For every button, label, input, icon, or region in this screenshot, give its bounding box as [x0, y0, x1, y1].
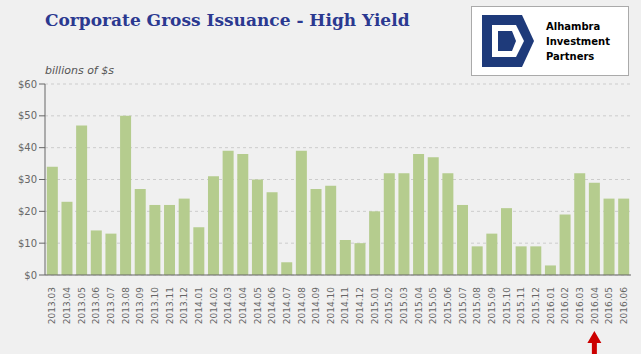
- svg-text:2016.03: 2016.03: [575, 287, 585, 324]
- svg-text:2016.05: 2016.05: [604, 287, 614, 324]
- svg-text:2014.12: 2014.12: [355, 287, 365, 324]
- svg-text:2014.02: 2014.02: [209, 287, 219, 324]
- svg-text:2013.06: 2013.06: [91, 287, 101, 324]
- svg-text:2015.12: 2015.12: [531, 287, 541, 324]
- svg-text:2015.09: 2015.09: [487, 287, 497, 324]
- svg-text:$40: $40: [18, 142, 37, 153]
- svg-text:2016.02: 2016.02: [560, 287, 570, 324]
- svg-text:2014.03: 2014.03: [223, 287, 233, 324]
- html-text:billions of $s: billions of $s: [45, 64, 114, 77]
- svg-text:2014.11: 2014.11: [340, 287, 350, 324]
- svg-text:2015.03: 2015.03: [399, 287, 409, 324]
- svg-text:2013.10: 2013.10: [150, 287, 160, 324]
- html-text:Alhambra: Alhambra: [546, 20, 601, 32]
- svg-text:2014.01: 2014.01: [194, 287, 204, 324]
- svg-text:2014.08: 2014.08: [297, 287, 307, 324]
- svg-text:$60: $60: [18, 79, 37, 90]
- svg-text:2014.06: 2014.06: [267, 287, 277, 324]
- svg-text:2015.02: 2015.02: [384, 287, 394, 324]
- svg-text:2013.04: 2013.04: [62, 287, 72, 324]
- svg-text:2014.04: 2014.04: [238, 287, 248, 324]
- svg-text:2016.06: 2016.06: [619, 287, 629, 324]
- html-text:Partners: Partners: [546, 50, 595, 62]
- svg-text:2013.09: 2013.09: [135, 287, 145, 324]
- svg-text:2014.10: 2014.10: [326, 287, 336, 324]
- svg-text:2015.06: 2015.06: [443, 287, 453, 324]
- svg-text:2014.07: 2014.07: [282, 287, 292, 324]
- svg-text:2015.04: 2015.04: [414, 287, 424, 324]
- svg-text:$50: $50: [18, 110, 37, 121]
- svg-text:2016.01: 2016.01: [546, 287, 556, 324]
- svg-text:$20: $20: [18, 206, 37, 217]
- svg-text:$30: $30: [18, 174, 37, 185]
- svg-text:2013.05: 2013.05: [77, 287, 87, 324]
- svg-text:2015.10: 2015.10: [502, 287, 512, 324]
- svg-text:$0: $0: [24, 270, 37, 281]
- svg-text:2014.09: 2014.09: [311, 287, 321, 324]
- html-text:Investment: Investment: [546, 35, 610, 47]
- svg-text:2015.05: 2015.05: [428, 287, 438, 324]
- svg-text:2013.03: 2013.03: [47, 287, 57, 324]
- svg-text:2015.07: 2015.07: [458, 287, 468, 324]
- svg-text:2013.08: 2013.08: [121, 287, 131, 324]
- svg-text:2013.11: 2013.11: [165, 287, 175, 324]
- svg-text:2013.12: 2013.12: [179, 287, 189, 324]
- svg-text:2015.08: 2015.08: [472, 287, 482, 324]
- svg-text:2013.07: 2013.07: [106, 287, 116, 324]
- svg-text:$10: $10: [18, 238, 37, 249]
- html-text:Corporate Gross Issuance - Hig: Corporate Gross Issuance - High Yield: [45, 10, 410, 30]
- svg-text:2015.01: 2015.01: [370, 287, 380, 324]
- svg-text:2016.04: 2016.04: [590, 287, 600, 324]
- svg-text:2014.05: 2014.05: [253, 287, 263, 324]
- svg-text:2015.11: 2015.11: [516, 287, 526, 324]
